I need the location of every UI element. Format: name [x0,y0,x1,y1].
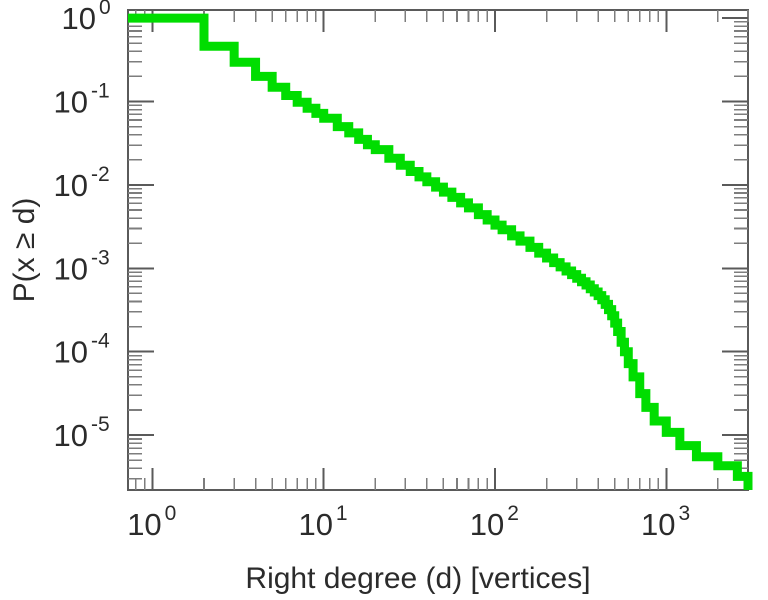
x-axis-title: Right degree (d) [vertices] [245,562,590,595]
data-series-group [128,13,753,490]
tick-label-mantissa: 10 [54,335,88,370]
tick-label-mantissa: 10 [470,507,504,542]
tick-label-exponent: 1 [336,502,348,525]
tick-label-exponent: -3 [91,246,110,269]
plot-frame [126,8,750,492]
tick-label-exponent: -1 [91,79,110,102]
tick-label-mantissa: 10 [298,507,332,542]
y-axis-ticks-left [128,17,154,480]
tick-label-exponent: -2 [91,163,110,186]
tick-label-exponent: 3 [678,502,690,525]
y-tick-label-5: 10 -5 [54,413,110,453]
tick-label-exponent: 2 [507,502,519,525]
ccdf-step-line [128,13,753,490]
tick-label-mantissa: 10 [54,418,88,453]
tick-label-mantissa: 10 [62,1,96,36]
plot-frame-rect [126,8,750,492]
x-tick-label-3: 10 3 [641,502,690,542]
tick-label-mantissa: 10 [127,507,161,542]
x-axis-tick-labels: 10 0 10 1 10 2 10 3 [127,502,690,542]
tick-label-mantissa: 10 [54,251,88,286]
tick-label-exponent: 0 [99,0,111,19]
y-tick-label-0: 10 0 [62,0,111,36]
tick-label-exponent: -5 [91,413,110,436]
x-tick-label-1: 10 1 [298,502,347,542]
y-tick-label-2: 10 -2 [54,163,110,203]
x-tick-label-2: 10 2 [470,502,519,542]
y-tick-label-4: 10 -4 [54,330,110,370]
y-axis-title: P(x ≥ d) [8,198,41,303]
tick-label-exponent: 0 [165,502,177,525]
x-axis-ticks-bottom [135,468,749,490]
x-tick-label-0: 10 0 [127,502,176,542]
tick-label-mantissa: 10 [54,84,88,119]
tick-label-mantissa: 10 [641,507,675,542]
x-axis-ticks-top [135,10,749,32]
y-tick-label-3: 10 -3 [54,246,110,286]
tick-label-mantissa: 10 [54,168,88,203]
y-axis-ticks-right [722,17,748,480]
tick-label-exponent: -4 [91,330,110,353]
y-tick-label-1: 10 -1 [54,79,110,119]
